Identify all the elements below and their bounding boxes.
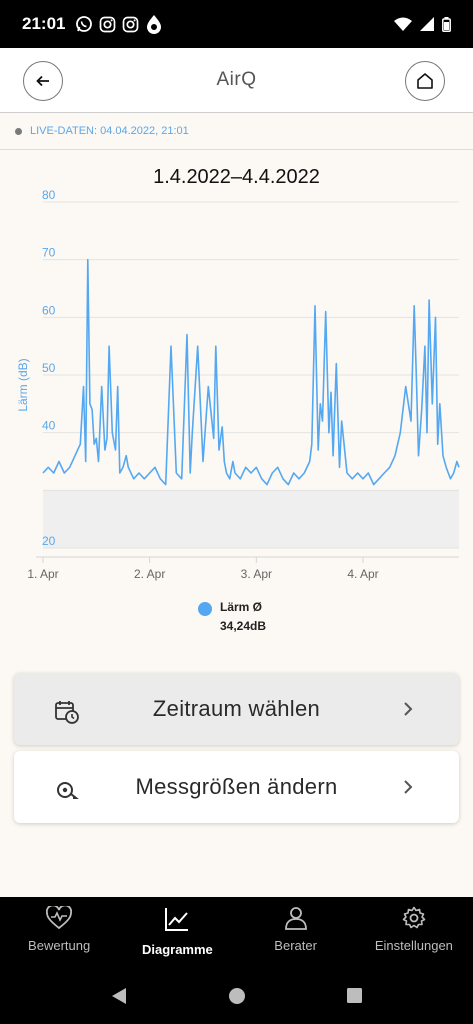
y-tick-label: 60 xyxy=(42,303,56,317)
status-time: 21:01 xyxy=(22,14,66,33)
nav-item-label: Diagramme xyxy=(141,942,213,957)
y-tick-label: 40 xyxy=(42,419,56,433)
nav-item-label: Bewertung xyxy=(28,938,91,953)
instagram-icon xyxy=(100,16,116,32)
legend-color-dot xyxy=(198,602,212,616)
x-tick-label: 3. Apr xyxy=(241,567,272,581)
live-status-dot xyxy=(15,127,22,135)
home-button[interactable] xyxy=(405,61,445,101)
y-axis-label: Lärm (dB) xyxy=(16,358,30,411)
heart-pulse-icon xyxy=(46,906,73,930)
choose-timerange-label: Zeitraum wählen xyxy=(152,696,321,721)
chevron-right-icon xyxy=(404,780,413,794)
chevron-right-icon xyxy=(404,702,413,716)
page-title: AirQ xyxy=(216,69,257,90)
sensor-icon xyxy=(57,782,79,799)
calendar-clock-icon xyxy=(55,701,79,724)
system-navigation xyxy=(0,967,473,1024)
app-header: AirQ xyxy=(0,48,473,113)
back-triangle-icon[interactable] xyxy=(110,987,128,1005)
chart-svg: 20 40 50 60 70 80 1. Apr 2. Apr 3. Apr 4. Apr Lärm… xyxy=(16,190,460,581)
recents-square-icon[interactable] xyxy=(346,987,363,1004)
status-bar: 21:01 xyxy=(0,0,473,48)
instagram-icon xyxy=(123,16,139,32)
change-measures-label: Messgrößen ändern xyxy=(135,774,338,799)
whatsapp-icon xyxy=(76,16,93,32)
arrow-left-icon xyxy=(36,75,49,87)
reference-band xyxy=(43,490,459,548)
noise-chart[interactable]: 20 40 50 60 70 80 1. Apr 2. Apr 3. Apr 4. Apr Lärm… xyxy=(0,190,473,590)
x-tick-label: 2. Apr xyxy=(134,567,165,581)
y-tick-label: 20 xyxy=(42,534,56,548)
airq-drop-icon xyxy=(147,15,162,34)
line-chart-icon xyxy=(165,908,189,931)
nav-item-berater[interactable]: Berater xyxy=(237,897,355,967)
home-circle-icon[interactable] xyxy=(228,987,246,1005)
x-tick-label: 4. Apr xyxy=(347,567,378,581)
battery-icon xyxy=(442,16,451,32)
nav-item-diagramme[interactable]: Diagramme xyxy=(118,897,236,967)
y-tick-label: 80 xyxy=(42,190,56,202)
legend-series-name: Lärm Ø xyxy=(220,600,263,614)
wifi-icon xyxy=(394,17,412,31)
chart-title: 1.4.2022–4.4.2022 xyxy=(153,166,320,188)
change-measures-button[interactable]: Messgrößen ändern xyxy=(14,751,459,823)
person-icon xyxy=(284,907,307,930)
legend-average-value: 34,24dB xyxy=(220,619,267,633)
x-tick-label: 1. Apr xyxy=(27,567,58,581)
home-icon xyxy=(417,73,433,89)
bottom-navigation: Bewertung Diagramme Berater Einstellunge… xyxy=(0,897,473,967)
live-data-timestamp: LIVE-DATEN: 04.04.2022, 21:01 xyxy=(30,125,189,137)
chart-legend: Lärm Ø 34,24dB xyxy=(198,600,266,633)
choose-timerange-button[interactable]: Zeitraum wählen xyxy=(14,673,459,745)
y-tick-label: 50 xyxy=(42,361,56,375)
nav-item-label: Berater xyxy=(274,938,317,953)
gear-icon xyxy=(402,906,426,929)
nav-item-label: Einstellungen xyxy=(374,938,453,953)
nav-item-bewertung[interactable]: Bewertung xyxy=(0,897,118,967)
y-tick-label: 70 xyxy=(42,246,56,260)
signal-icon xyxy=(420,17,434,31)
series-line xyxy=(42,258,460,486)
back-button[interactable] xyxy=(23,61,63,101)
nav-item-einstellungen[interactable]: Einstellungen xyxy=(355,897,473,967)
live-data-row: LIVE-DATEN: 04.04.2022, 21:01 xyxy=(0,113,473,150)
